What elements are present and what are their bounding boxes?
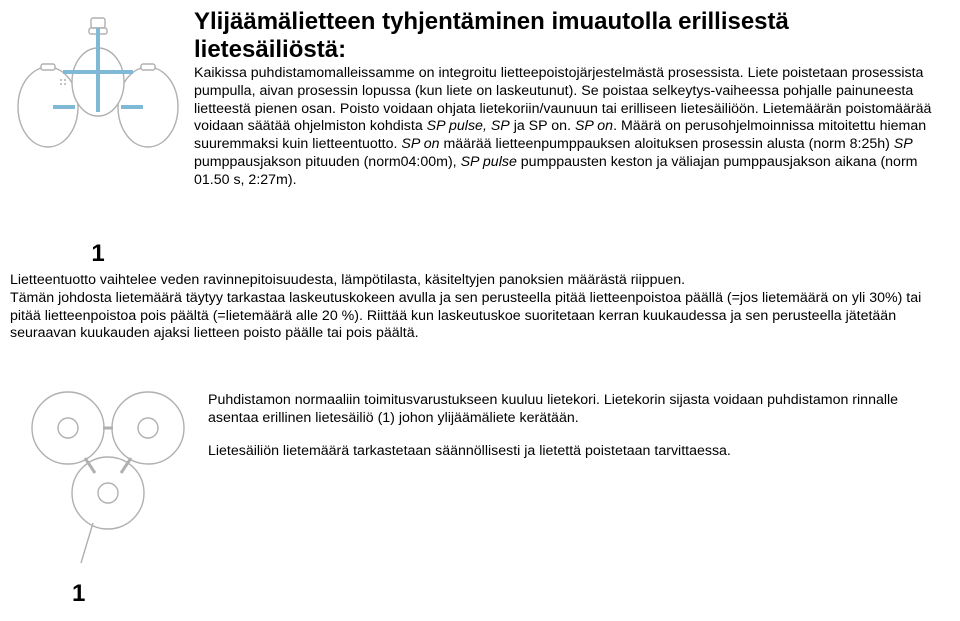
- paragraph-3: Puhdistamon normaaliin toimitusvarustuks…: [208, 391, 940, 428]
- tank-diagram-top: [13, 12, 183, 162]
- diagram1-label: 1: [91, 240, 104, 268]
- paragraph-2: Lietteentuotto vaihtelee veden ravinnepi…: [0, 272, 960, 343]
- paragraph-1: Kaikissa puhdistamomalleissamme on integ…: [194, 65, 940, 189]
- page-title: Ylijäämälietteen tyhjentäminen imuautoll…: [194, 8, 940, 63]
- diagram2-label: 1: [72, 580, 85, 608]
- tank-diagram-bottom: [13, 383, 203, 583]
- paragraph-4: Lietesäiliön lietemäärä tarkastetaan sää…: [208, 442, 940, 460]
